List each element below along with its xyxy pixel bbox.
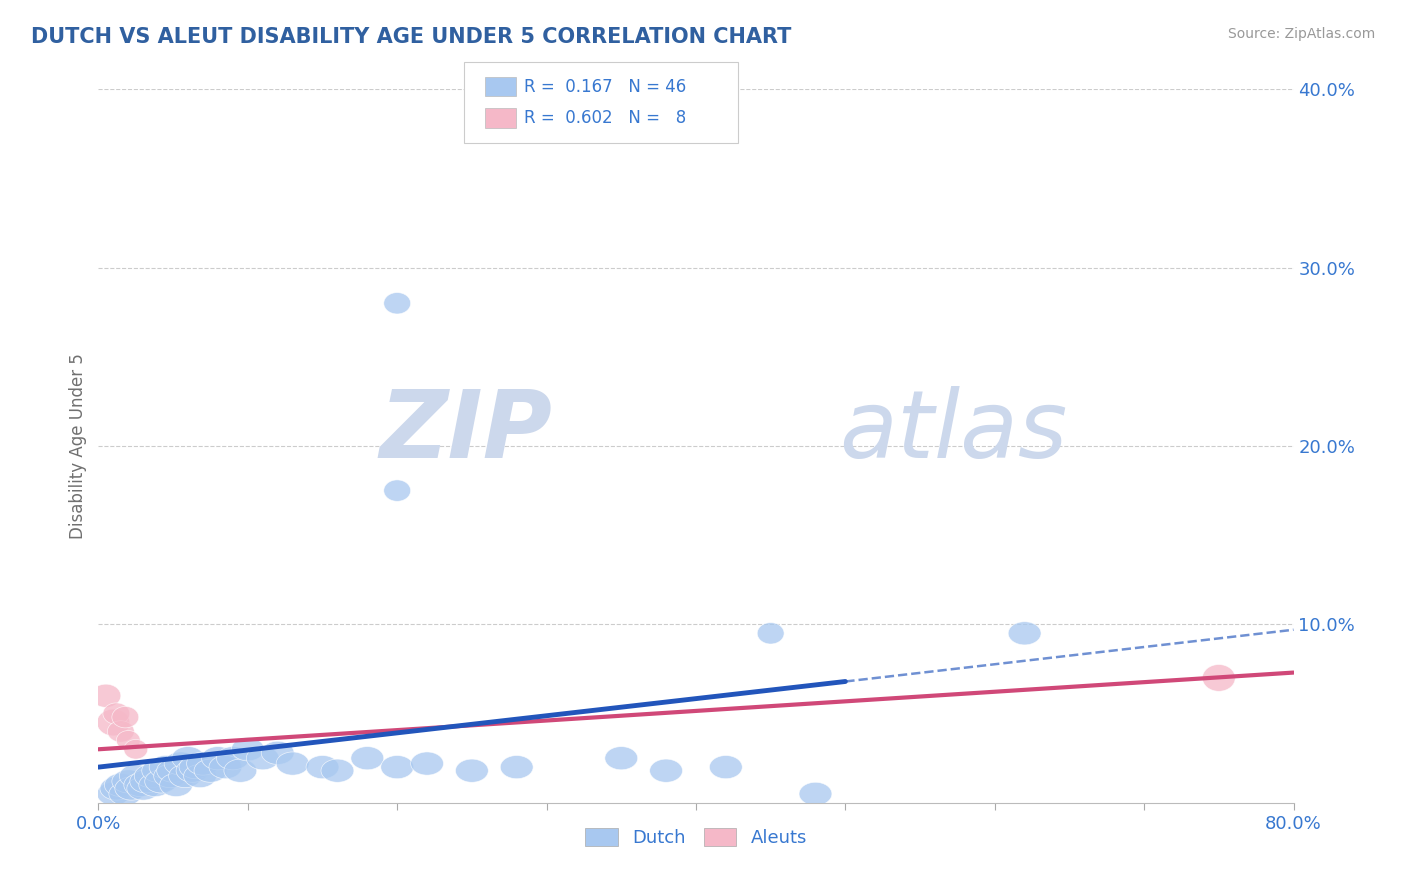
Ellipse shape xyxy=(100,777,132,800)
Text: R =  0.167   N = 46: R = 0.167 N = 46 xyxy=(524,78,686,95)
Ellipse shape xyxy=(209,756,242,779)
Ellipse shape xyxy=(224,759,257,782)
Ellipse shape xyxy=(799,782,832,805)
Ellipse shape xyxy=(112,770,145,793)
Ellipse shape xyxy=(124,739,148,759)
Ellipse shape xyxy=(104,773,138,797)
Text: atlas: atlas xyxy=(839,386,1067,477)
Ellipse shape xyxy=(501,756,533,779)
Ellipse shape xyxy=(153,764,187,788)
Ellipse shape xyxy=(217,747,249,770)
Ellipse shape xyxy=(276,752,309,775)
Ellipse shape xyxy=(91,684,121,707)
Ellipse shape xyxy=(108,782,142,805)
Ellipse shape xyxy=(120,764,152,788)
Ellipse shape xyxy=(710,756,742,779)
Ellipse shape xyxy=(156,759,190,782)
Ellipse shape xyxy=(160,773,193,797)
Ellipse shape xyxy=(176,759,209,782)
Ellipse shape xyxy=(201,747,235,770)
Ellipse shape xyxy=(169,764,201,788)
Ellipse shape xyxy=(456,759,488,782)
Ellipse shape xyxy=(149,756,183,779)
Ellipse shape xyxy=(165,752,197,775)
Ellipse shape xyxy=(352,747,384,770)
Ellipse shape xyxy=(384,293,411,314)
Ellipse shape xyxy=(112,706,139,728)
Ellipse shape xyxy=(103,703,129,724)
Ellipse shape xyxy=(650,759,682,782)
Y-axis label: Disability Age Under 5: Disability Age Under 5 xyxy=(69,353,87,539)
Ellipse shape xyxy=(384,480,411,501)
Ellipse shape xyxy=(605,747,638,770)
Ellipse shape xyxy=(145,770,177,793)
Text: Source: ZipAtlas.com: Source: ZipAtlas.com xyxy=(1227,27,1375,41)
Ellipse shape xyxy=(246,747,280,770)
Ellipse shape xyxy=(127,777,160,800)
Ellipse shape xyxy=(97,709,129,736)
Ellipse shape xyxy=(262,741,294,764)
Ellipse shape xyxy=(758,623,785,644)
Ellipse shape xyxy=(1202,665,1236,691)
Ellipse shape xyxy=(115,777,148,800)
Ellipse shape xyxy=(135,764,167,788)
Ellipse shape xyxy=(124,773,156,797)
Text: ZIP: ZIP xyxy=(380,385,553,478)
Ellipse shape xyxy=(107,721,135,742)
Ellipse shape xyxy=(194,759,226,782)
Ellipse shape xyxy=(117,731,141,750)
Ellipse shape xyxy=(1008,622,1040,645)
Ellipse shape xyxy=(129,770,163,793)
Ellipse shape xyxy=(172,747,204,770)
Ellipse shape xyxy=(321,759,354,782)
Ellipse shape xyxy=(187,752,219,775)
Legend: Dutch, Aleuts: Dutch, Aleuts xyxy=(578,821,814,855)
Ellipse shape xyxy=(97,782,129,805)
Ellipse shape xyxy=(142,759,174,782)
Ellipse shape xyxy=(179,756,212,779)
Ellipse shape xyxy=(411,752,443,775)
Ellipse shape xyxy=(307,756,339,779)
Text: R =  0.602   N =   8: R = 0.602 N = 8 xyxy=(524,109,686,127)
Ellipse shape xyxy=(381,756,413,779)
Ellipse shape xyxy=(139,773,172,797)
Ellipse shape xyxy=(184,764,217,788)
Text: DUTCH VS ALEUT DISABILITY AGE UNDER 5 CORRELATION CHART: DUTCH VS ALEUT DISABILITY AGE UNDER 5 CO… xyxy=(31,27,792,46)
Ellipse shape xyxy=(232,738,264,761)
